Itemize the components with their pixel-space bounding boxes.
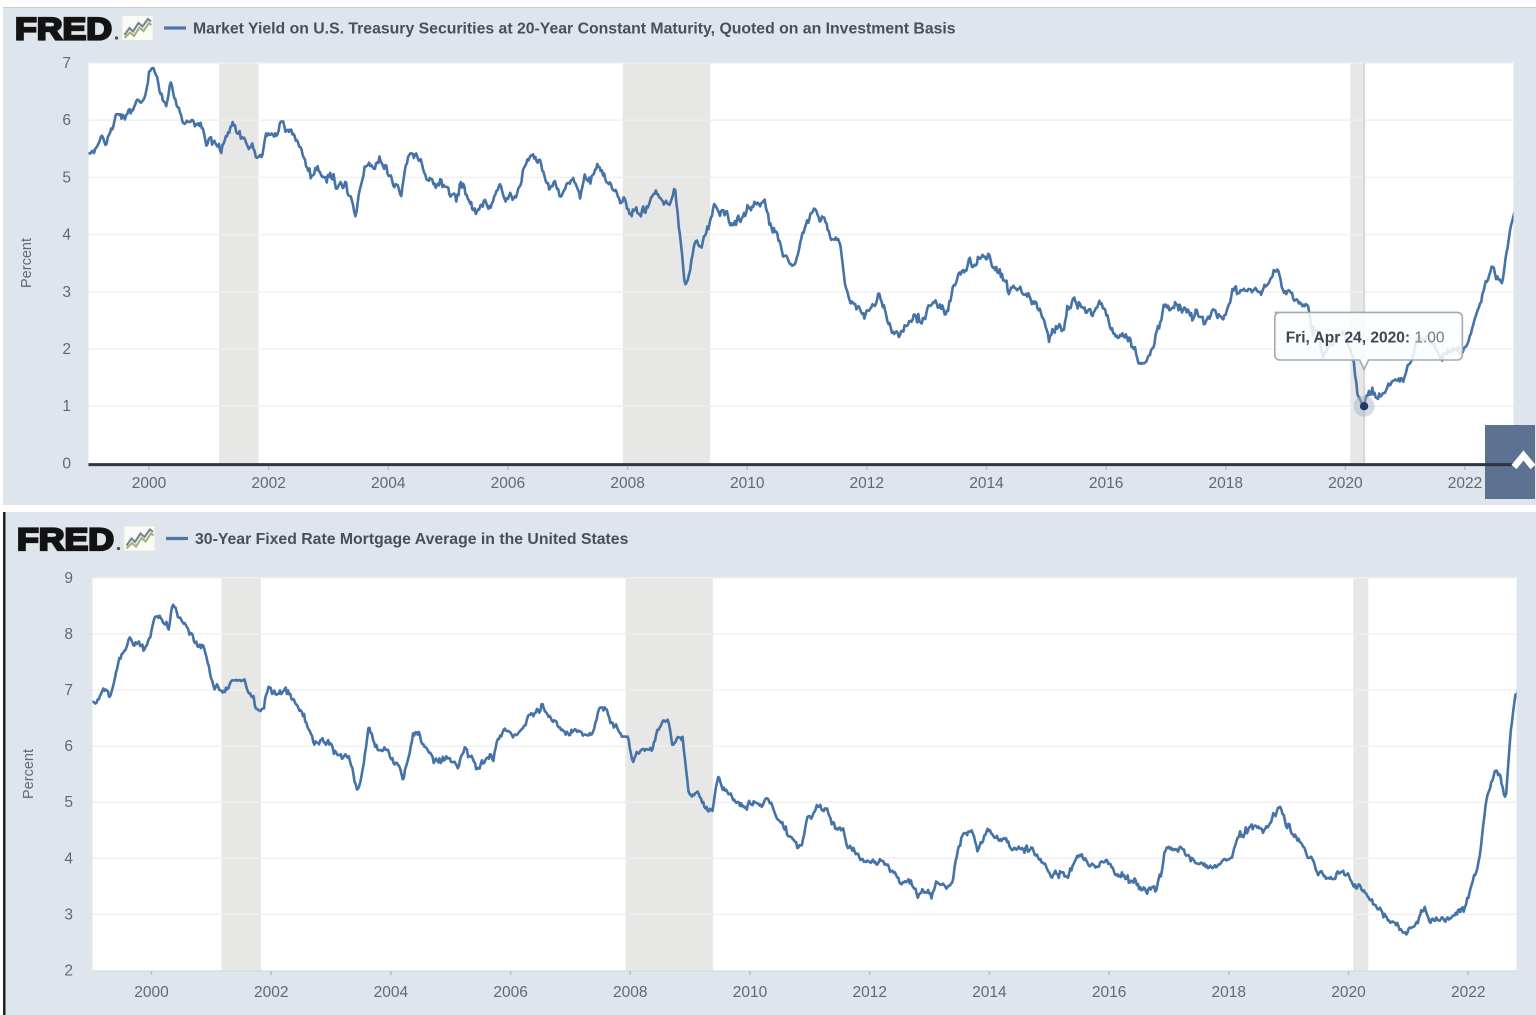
svg-text:2012: 2012 — [850, 475, 884, 492]
svg-text:3: 3 — [62, 284, 71, 301]
svg-text:3: 3 — [64, 906, 73, 923]
svg-text:2: 2 — [64, 963, 73, 980]
svg-text:30-Year Fixed Rate Mortgage Av: 30-Year Fixed Rate Mortgage Average in t… — [195, 531, 629, 548]
svg-text:5: 5 — [64, 794, 73, 811]
svg-text:2004: 2004 — [371, 475, 406, 492]
svg-text:0: 0 — [62, 455, 71, 472]
svg-text:FRED: FRED — [15, 11, 112, 47]
svg-text:Market Yield on U.S. Treasury: Market Yield on U.S. Treasury Securities… — [193, 21, 956, 38]
svg-text:2008: 2008 — [610, 475, 644, 492]
svg-text:2022: 2022 — [1451, 984, 1485, 1001]
svg-text:6: 6 — [64, 738, 73, 755]
svg-text:2016: 2016 — [1092, 984, 1126, 1001]
svg-text:2022: 2022 — [1448, 475, 1482, 492]
svg-text:4: 4 — [62, 227, 71, 244]
svg-text:2: 2 — [62, 341, 71, 358]
svg-text:FRED: FRED — [17, 521, 114, 557]
svg-text:Percent: Percent — [19, 238, 35, 288]
svg-text:2002: 2002 — [251, 475, 285, 492]
svg-text:8: 8 — [64, 626, 73, 643]
svg-text:4: 4 — [64, 850, 73, 867]
svg-text:2004: 2004 — [374, 984, 409, 1001]
svg-text:2016: 2016 — [1089, 475, 1123, 492]
svg-text:7: 7 — [64, 682, 73, 699]
svg-text:2010: 2010 — [733, 984, 768, 1001]
svg-text:5: 5 — [62, 169, 71, 186]
svg-text:2000: 2000 — [134, 984, 169, 1001]
svg-text:1: 1 — [62, 398, 71, 415]
svg-text:2020: 2020 — [1331, 984, 1366, 1001]
svg-text:2006: 2006 — [493, 984, 527, 1001]
svg-text:Percent: Percent — [21, 749, 37, 799]
svg-text:2010: 2010 — [730, 475, 765, 492]
svg-text:9: 9 — [64, 570, 73, 587]
svg-text:6: 6 — [62, 112, 71, 129]
svg-text:2012: 2012 — [852, 984, 886, 1001]
svg-text:2008: 2008 — [613, 984, 647, 1001]
svg-text:2006: 2006 — [491, 475, 525, 492]
svg-text:2014: 2014 — [972, 984, 1007, 1001]
svg-text:2002: 2002 — [254, 984, 288, 1001]
svg-text:7: 7 — [62, 55, 71, 72]
svg-text:2014: 2014 — [969, 475, 1004, 492]
svg-text:Fri, Apr 24, 2020: 1.00: Fri, Apr 24, 2020: 1.00 — [1286, 330, 1445, 347]
svg-text:2000: 2000 — [132, 475, 167, 492]
svg-text:2020: 2020 — [1328, 475, 1363, 492]
svg-text:2018: 2018 — [1209, 475, 1243, 492]
svg-text:2018: 2018 — [1212, 984, 1246, 1001]
